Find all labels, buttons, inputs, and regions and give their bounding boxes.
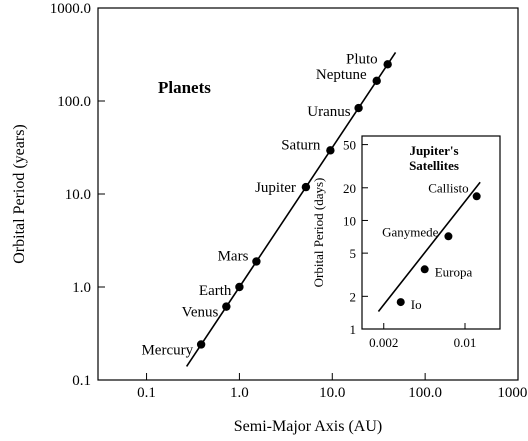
y-tick-label: 1000.0 <box>50 1 91 17</box>
point-label-mars: Mars <box>218 248 249 264</box>
point-mars <box>252 257 261 266</box>
point-label-uranus: Uranus <box>307 104 350 120</box>
point-earth <box>235 282 244 292</box>
inset-point-europa <box>420 265 429 274</box>
inset-x-tick-label: 0.002 <box>369 335 398 350</box>
inset-title-line: Jupiter's <box>409 143 458 158</box>
point-label-saturn: Saturn <box>281 137 321 153</box>
point-label-jupiter: Jupiter <box>255 180 296 196</box>
inset-y-tick-label: 10 <box>343 213 356 228</box>
chart-title: Planets <box>158 78 211 97</box>
point-label-venus: Venus <box>182 305 219 321</box>
inset-frame <box>361 135 501 330</box>
x-tick-label: 0.1 <box>137 385 156 401</box>
inset-point-io <box>396 298 405 307</box>
point-jupiter <box>301 182 311 192</box>
inset-point-label-europa: Europa <box>435 264 473 279</box>
point-venus <box>222 302 231 311</box>
inset-point-label-ganymede: Ganymede <box>382 224 439 239</box>
x-axis-label: Semi-Major Axis (AU) <box>234 418 382 435</box>
x-tick-label: 10.0 <box>319 385 345 401</box>
x-tick-label: 1000.0 <box>497 385 528 401</box>
point-neptune <box>372 76 381 86</box>
y-tick-label: 10.0 <box>65 187 91 203</box>
inset-y-tick-label: 1 <box>350 322 357 337</box>
y-tick-label: 100.0 <box>57 94 91 110</box>
inset-y-axis-label: Orbital Period (days) <box>311 178 326 288</box>
point-label-neptune: Neptune <box>316 67 367 83</box>
point-mercury <box>196 340 206 349</box>
point-label-earth: Earth <box>199 283 232 299</box>
point-saturn <box>326 146 335 155</box>
point-uranus <box>354 103 363 113</box>
y-tick-label: 1.0 <box>72 280 91 296</box>
point-label-pluto: Pluto <box>346 51 378 67</box>
inset-point-label-callisto: Callisto <box>428 180 468 195</box>
x-tick-label: 1.0 <box>230 385 249 401</box>
inset-point-callisto <box>472 192 481 201</box>
inset-y-tick-label: 50 <box>343 138 356 153</box>
inset-point-ganymede <box>444 232 453 241</box>
point-pluto <box>383 60 392 69</box>
inset-point-label-io: Io <box>411 297 422 312</box>
inset-x-tick-label: 0.01 <box>454 335 477 350</box>
y-axis-label: Orbital Period (years) <box>11 124 28 264</box>
inset-title-line: Satellites <box>409 158 459 173</box>
inset-y-tick-label: 2 <box>350 289 357 304</box>
inset-y-tick-label: 5 <box>350 246 357 261</box>
inset-fit-line <box>377 181 481 312</box>
inset-y-tick-label: 20 <box>343 181 356 196</box>
y-tick-label: 0.1 <box>72 373 91 389</box>
point-label-mercury: Mercury <box>141 342 193 358</box>
x-tick-label: 100.0 <box>408 385 442 401</box>
